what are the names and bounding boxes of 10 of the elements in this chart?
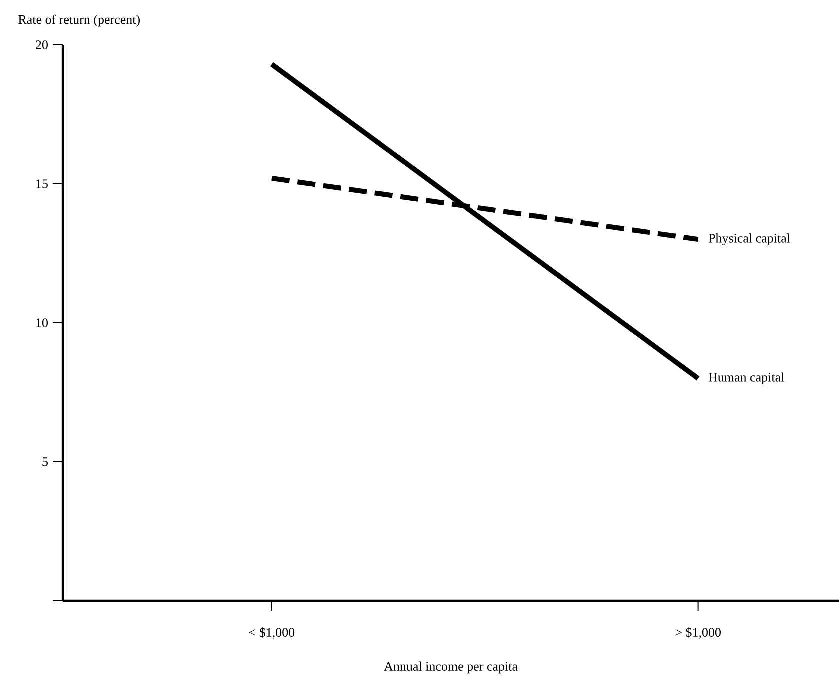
y-tick-label: 10 (36, 318, 48, 328)
series-label: Physical capital (708, 234, 790, 246)
x-tick-label: > $1,000 (676, 628, 721, 639)
y-tick-label: 15 (36, 180, 48, 188)
x-tick-label: < $1,000 (249, 628, 295, 639)
y-tick-label: 20 (36, 40, 48, 50)
y-tick-label: 5 (42, 458, 48, 466)
series-label: Human capital (708, 372, 784, 384)
y-axis-title: Rate of return (percent) (18, 14, 140, 27)
x-axis-title: Annual income per capita (384, 662, 518, 674)
